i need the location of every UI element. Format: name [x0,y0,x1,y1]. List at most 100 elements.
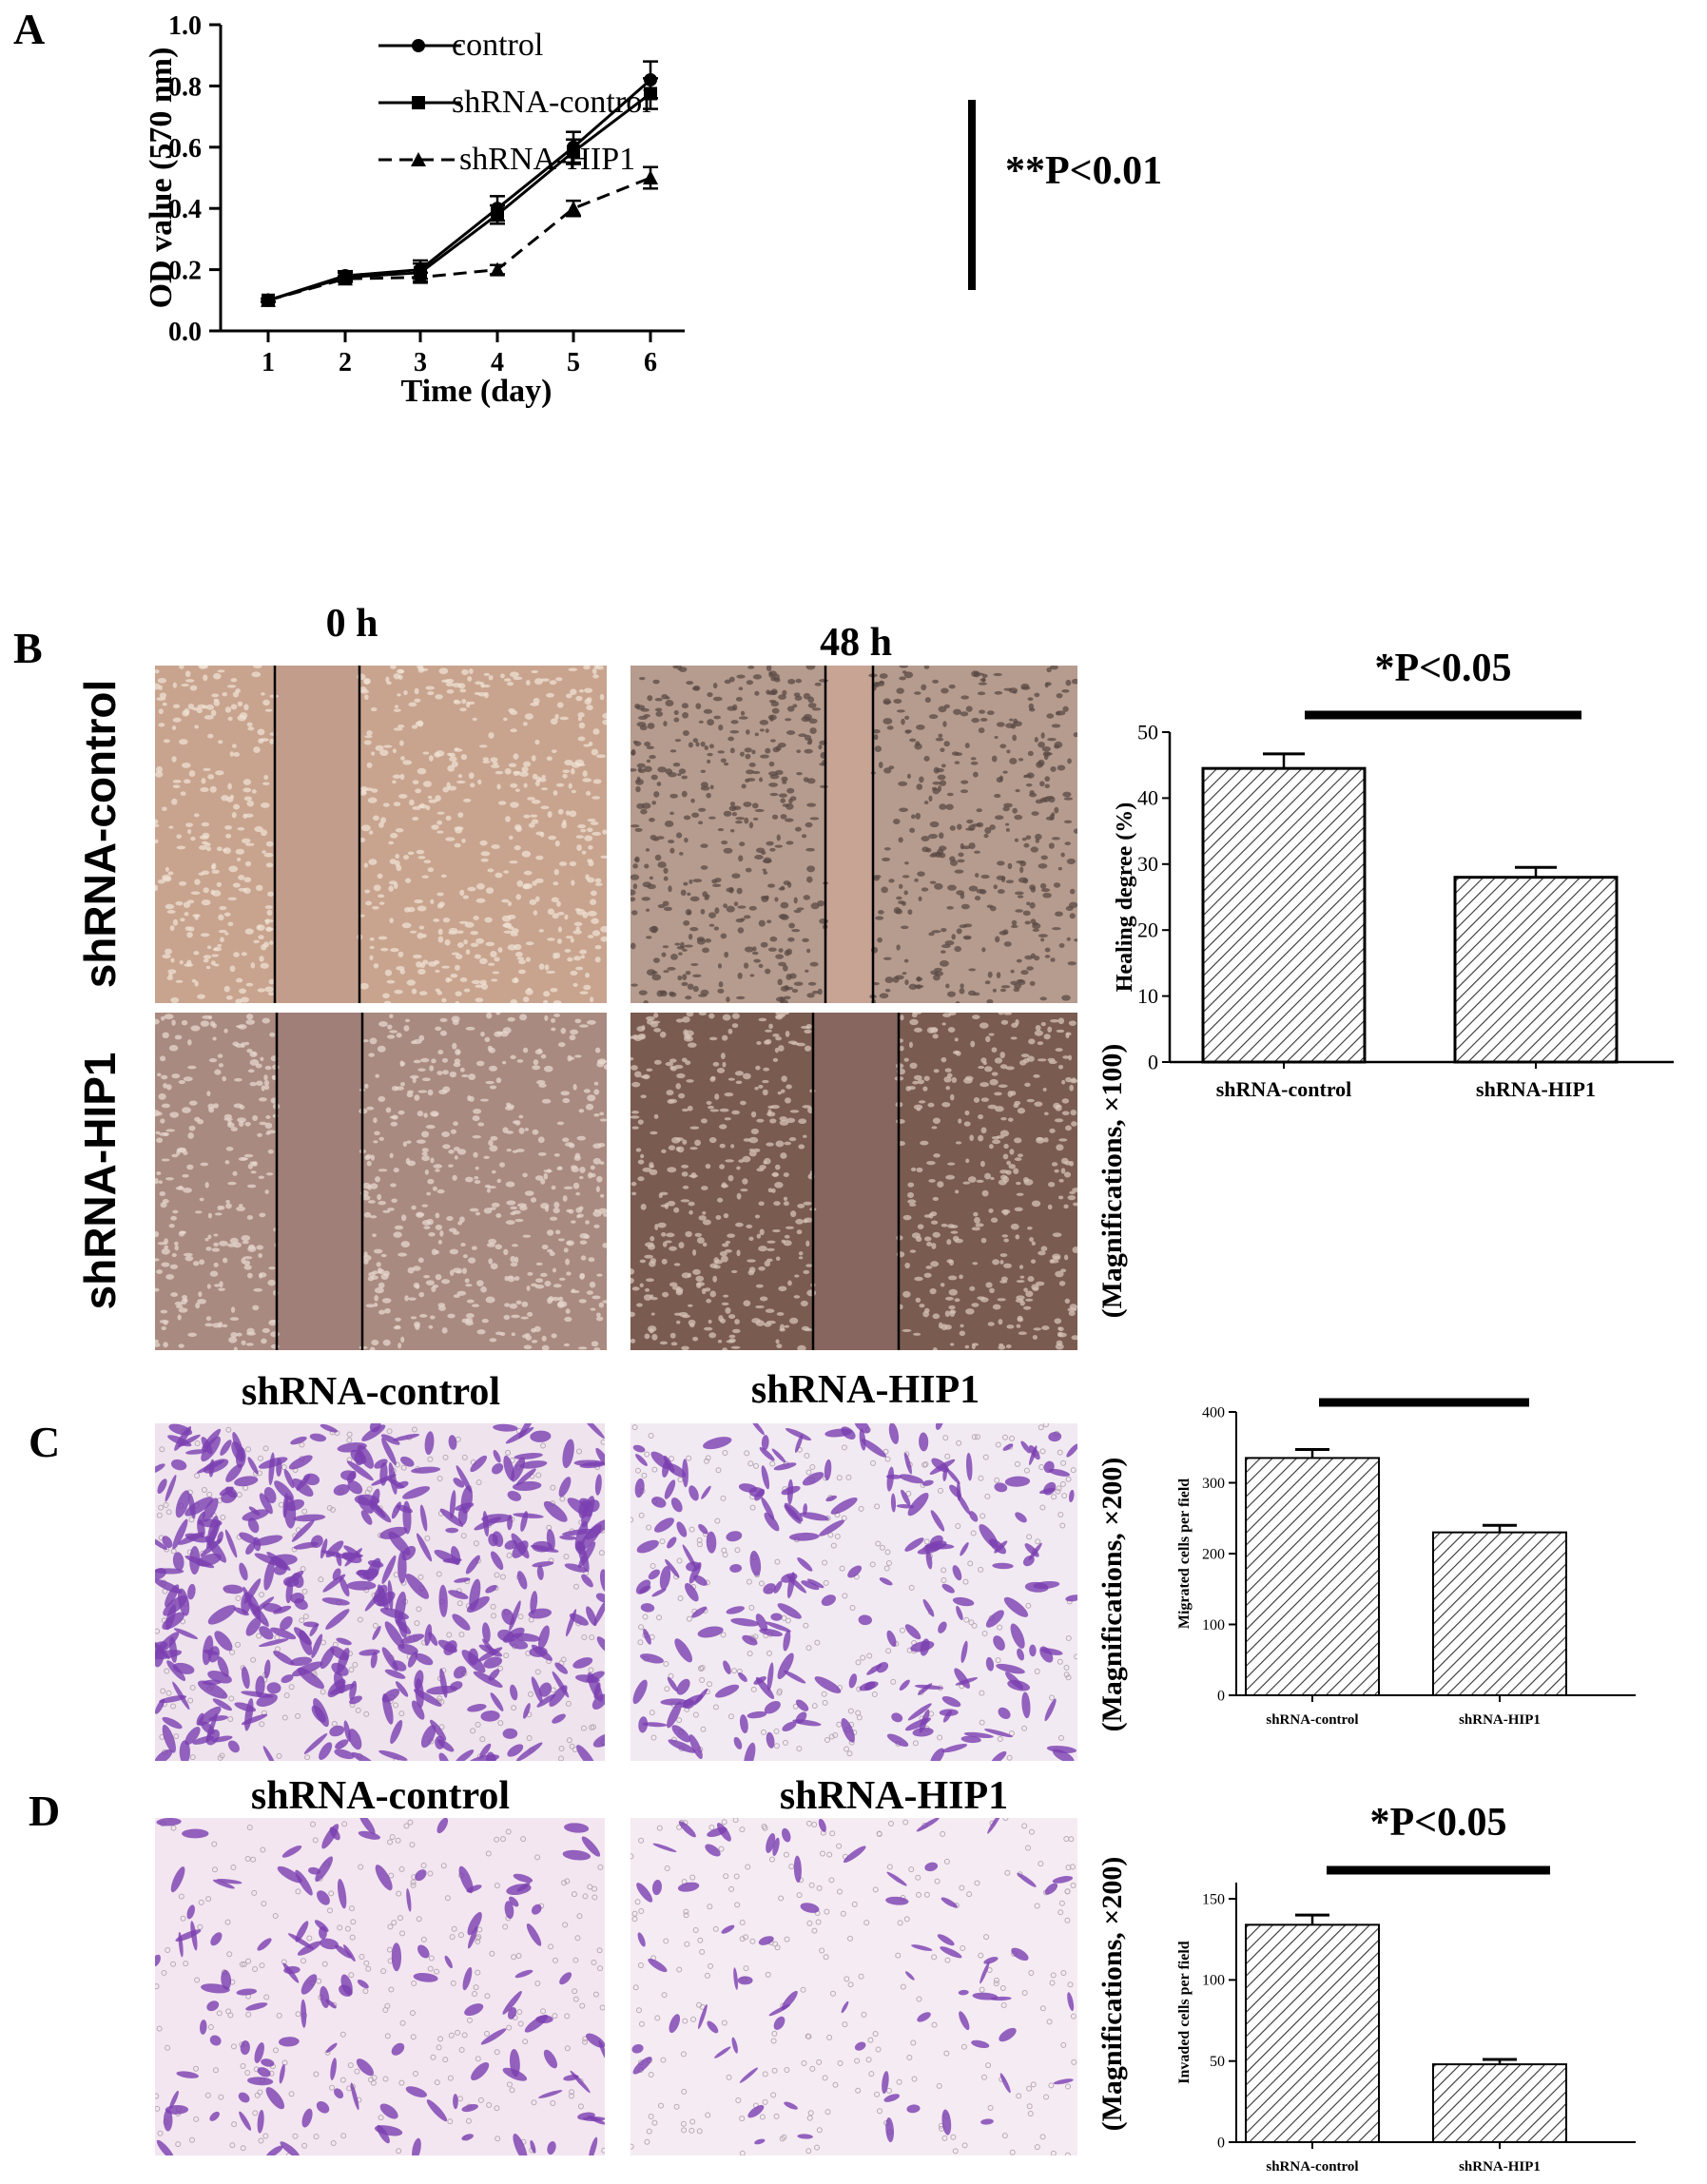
cell [379,1137,384,1141]
cell [1052,837,1060,840]
cell [709,744,714,748]
cell [268,1266,275,1269]
cell [960,695,969,699]
cell [503,718,508,722]
cell [1055,1118,1063,1122]
cell [401,1214,406,1221]
cell [266,1172,273,1175]
cell [502,916,512,922]
cell [725,1307,730,1314]
cell [247,1273,253,1279]
cell [689,934,692,939]
cell [163,703,167,706]
cell [636,1148,642,1151]
cell [473,1109,481,1114]
cell [786,841,794,844]
cell [914,1277,922,1282]
cell [945,1175,955,1180]
cell [223,1118,233,1121]
cell [794,910,802,914]
y-tick-label: 200 [1202,1546,1225,1562]
cell [562,1098,570,1103]
cell [378,1269,385,1274]
cell [470,931,478,935]
cell [548,811,553,818]
cell [630,1065,638,1071]
cell [799,1251,804,1255]
cell [459,890,464,897]
cell [441,1279,450,1284]
cell [894,907,901,914]
cell [806,993,814,997]
cell [244,1265,252,1269]
cell [1054,882,1060,888]
cell [465,1177,474,1183]
cell [766,1039,772,1045]
cell [394,802,400,806]
cell [515,826,521,832]
cell [476,1329,485,1334]
cell [1029,1237,1034,1242]
cell [730,802,735,806]
cell [427,1179,434,1185]
cell [491,764,499,768]
cell [939,832,943,839]
cell [990,1177,994,1180]
cell [1055,1271,1063,1278]
cell [558,1238,565,1241]
cell [731,1270,737,1273]
micrograph-texture [155,1423,605,1761]
cell [780,1116,787,1121]
cell [407,1161,416,1167]
cell [784,1197,787,1201]
cell [1033,1335,1038,1340]
cell [487,1243,495,1247]
cell [679,667,688,672]
cell [1038,863,1048,869]
cell [698,821,703,824]
cell [1056,1105,1062,1108]
cell [1038,760,1044,766]
cell [671,1342,678,1345]
cell [646,909,650,912]
cell [888,879,894,882]
cell [770,793,779,796]
cell [181,684,188,686]
cell [655,855,662,860]
cell [1067,937,1071,941]
cell [817,900,824,906]
y-axis-title: Migrated cells per field [1176,1479,1193,1629]
cell [1031,846,1038,852]
cell [461,1074,468,1077]
cell [206,1316,211,1321]
cell [1015,789,1019,792]
cell [212,863,217,870]
cell [761,897,768,902]
cell [463,799,471,802]
cell [403,1025,409,1032]
cell [790,1110,800,1112]
cell [640,809,647,815]
cell [747,1259,756,1262]
cell [924,1236,932,1241]
cell [980,1082,989,1087]
cell [170,1292,178,1297]
cell [946,1259,952,1263]
cell [389,1030,398,1033]
cell [1036,1025,1041,1031]
cell [744,1138,751,1142]
cell [925,848,931,853]
cell [784,1172,789,1177]
cell [171,1019,175,1026]
cell [973,1212,978,1217]
cell [162,807,167,812]
cell [579,950,587,955]
cell [1064,1255,1068,1261]
cell [404,907,410,913]
cell [256,924,264,931]
cell [976,808,982,812]
cell [246,983,253,987]
cell [364,735,372,738]
cell [796,749,801,753]
cell [418,804,422,808]
